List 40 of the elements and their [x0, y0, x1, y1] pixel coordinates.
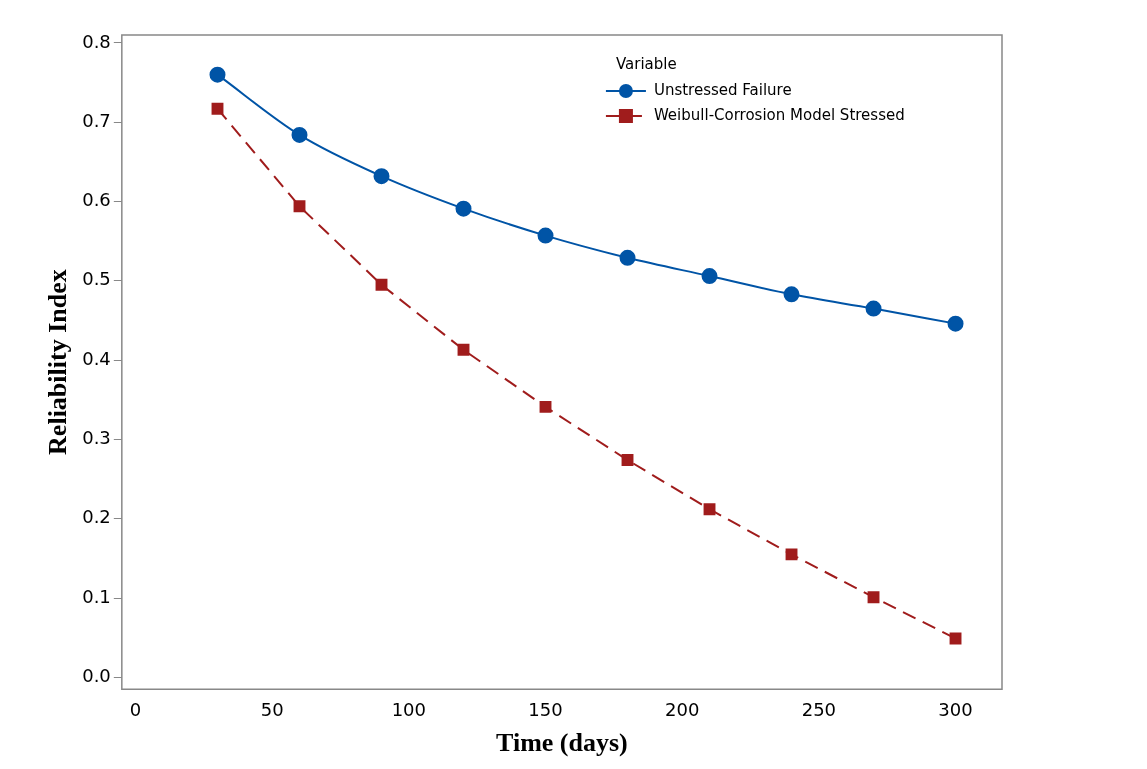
point	[703, 503, 716, 516]
y-tick-label: 0.5	[82, 268, 111, 290]
x-tick-label: 50	[260, 698, 284, 720]
y-tick-label: 0.3	[82, 427, 111, 449]
point	[701, 268, 718, 285]
legend-label: Weibull-Corrosion Model Stressed	[653, 105, 905, 124]
legend-label: Unstressed Failure	[653, 80, 792, 99]
y-tick-label: 0.2	[82, 506, 111, 528]
point	[455, 200, 472, 217]
y-tick-label: 0.1	[82, 585, 111, 607]
x-tick-label: 150	[528, 698, 563, 720]
y-tick-label: 0.8	[82, 30, 111, 52]
legend-title: Variable	[615, 54, 677, 73]
point	[785, 548, 798, 561]
x-tick-label: 0	[129, 698, 142, 720]
point	[537, 227, 554, 244]
x-tick-label: 250	[801, 698, 837, 720]
point	[865, 300, 882, 317]
point	[457, 343, 470, 356]
point	[947, 315, 964, 332]
point	[539, 400, 552, 413]
point	[293, 200, 306, 213]
x-tick-label: 200	[665, 698, 700, 720]
point	[867, 591, 880, 604]
x-axis-title: Time (days)	[496, 728, 628, 758]
point	[291, 126, 308, 143]
y-tick-label: 0.0	[82, 664, 111, 686]
point	[621, 454, 634, 466]
point	[211, 102, 224, 115]
point	[783, 286, 800, 303]
y-tick-label: 0.7	[82, 109, 111, 131]
y-axis-title: Reliability Index	[43, 269, 73, 455]
x-tick-label: 100	[391, 698, 427, 720]
point	[375, 278, 388, 291]
point	[619, 249, 636, 266]
x-tick-label: 300	[938, 698, 973, 720]
y-tick-label: 0.4	[82, 347, 111, 369]
y-tick-label: 0.6	[82, 189, 111, 211]
point	[373, 168, 390, 185]
point	[209, 66, 226, 83]
